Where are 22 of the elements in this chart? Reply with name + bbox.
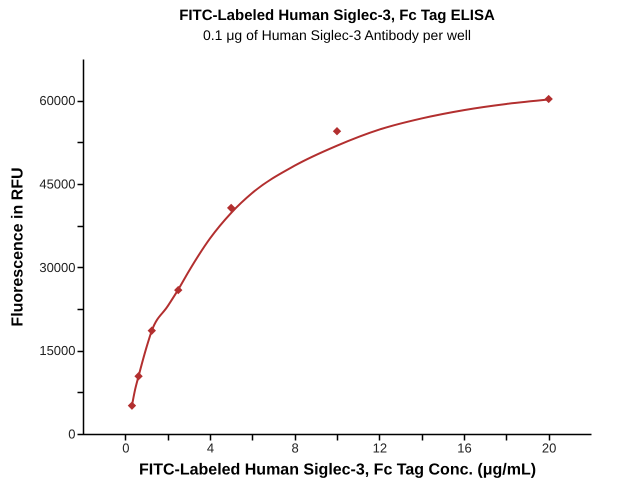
point: [226, 204, 236, 212]
y-tick-label: 15000: [39, 343, 76, 358]
point: [332, 127, 342, 136]
chart-subtitle: 0.1 μg of Human Siglec-3 Antibody per well: [203, 27, 471, 43]
y-tick-label: 45000: [39, 176, 76, 192]
x-tick-label: 16: [457, 440, 472, 456]
y-tick-label: 0: [68, 426, 76, 442]
x-axis-title: FITC-Labeled Human Siglec-3, Fc Tag Conc. (μg/mL): [138, 462, 536, 478]
point: [148, 326, 156, 335]
x-tick-label: 8: [292, 440, 299, 456]
point: [544, 94, 553, 104]
x-tick-label: 0: [122, 440, 130, 456]
y-tick-label: 60000: [39, 93, 76, 108]
chart-title: FITC-Labeled Human Siglec-3, Fc Tag ELISA: [179, 7, 495, 24]
point: [174, 286, 182, 294]
y-axis-title: Fluorescence in RFU: [9, 167, 26, 327]
x-tick-label: 4: [206, 440, 214, 456]
point: [128, 401, 136, 410]
x-tick-label: 12: [372, 440, 388, 456]
point: [134, 372, 143, 380]
y-tick-label: 30000: [39, 260, 76, 275]
x-tick-label: 20: [542, 440, 556, 456]
